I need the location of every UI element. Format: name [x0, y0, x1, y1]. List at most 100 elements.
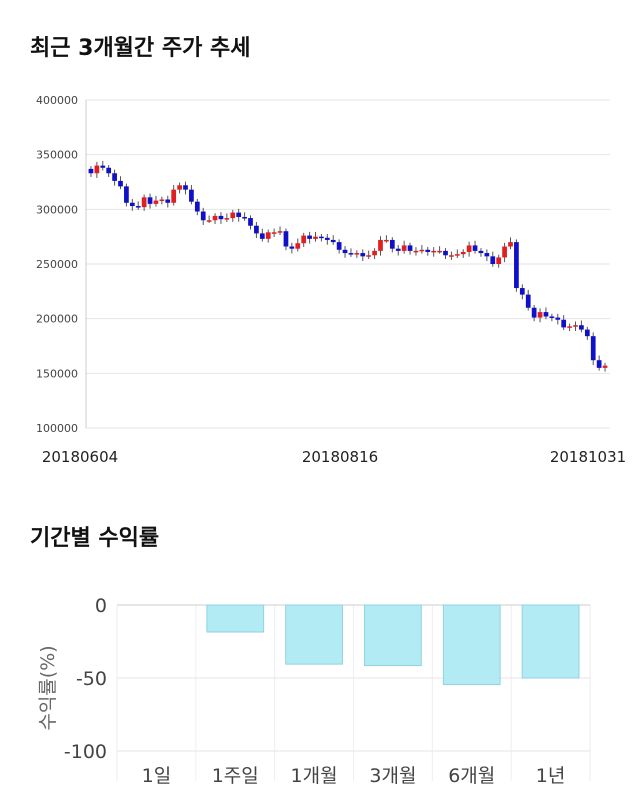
candle [242, 212, 247, 221]
returns-y-tick-label: -50 [76, 668, 107, 690]
candle [490, 251, 496, 267]
candle [342, 246, 348, 258]
candle [437, 246, 442, 254]
candle [124, 183, 129, 207]
candle [230, 209, 236, 222]
candle [236, 208, 242, 222]
stock-x-tick-label: 20181031 [550, 448, 626, 466]
candle [271, 228, 277, 237]
returns-title: 기간별 수익률 [30, 526, 160, 551]
candle [189, 184, 194, 205]
returns-x-tick-label: 3개월 [369, 765, 416, 787]
candle [171, 184, 177, 206]
candle [496, 254, 502, 268]
candle [567, 323, 572, 332]
candle [183, 181, 188, 195]
candle [484, 249, 490, 262]
candle [466, 241, 472, 257]
candle [200, 207, 206, 225]
returns-bar [285, 604, 343, 665]
returns-x-tick-label: 1주일 [212, 765, 259, 787]
candle [259, 228, 265, 242]
candle [218, 212, 224, 224]
stock-y-tick-label: 400000 [36, 94, 78, 107]
candle [384, 235, 389, 243]
candle [425, 247, 431, 256]
candle [106, 165, 112, 177]
candle [354, 250, 360, 258]
candle [431, 247, 437, 257]
candle [129, 199, 135, 211]
returns-bar [521, 604, 580, 679]
returns-bar [364, 604, 422, 667]
candle [443, 248, 448, 259]
candle [366, 250, 372, 260]
stock-y-tick-label: 250000 [36, 258, 78, 271]
candle [135, 201, 141, 210]
candle [118, 176, 123, 190]
candle [395, 244, 401, 256]
candle [555, 313, 561, 325]
candle [502, 242, 507, 263]
candle [372, 248, 377, 259]
candle [277, 226, 283, 236]
candle [283, 228, 289, 251]
candle [407, 242, 413, 255]
stock-x-tick-label: 20180604 [42, 448, 118, 466]
candle [307, 231, 312, 244]
candle [596, 355, 602, 371]
returns-x-tick-label: 6개월 [448, 765, 495, 787]
candle [454, 249, 460, 258]
candle [336, 239, 342, 254]
candle [602, 362, 608, 372]
returns-x-tick-label: 1일 [142, 765, 172, 787]
returns-bar [206, 604, 265, 633]
stock-y-tick-label: 200000 [36, 313, 78, 326]
candle [579, 320, 584, 333]
candle [248, 215, 253, 230]
candle [301, 232, 307, 247]
stock-candlestick-chart: 400000 350000 300000 250000 200000 150000 1000… [36, 94, 626, 466]
candle [525, 289, 531, 311]
candle [206, 215, 212, 223]
stock-y-tick-label: 100000 [36, 422, 78, 435]
candle [141, 194, 147, 211]
stock-y-tick-label: 350000 [36, 149, 78, 162]
candle [330, 235, 336, 245]
candle [478, 248, 484, 257]
returns-x-tick-label: 1개월 [291, 765, 338, 787]
candle [265, 229, 271, 243]
candle [584, 326, 590, 340]
candle [319, 233, 324, 242]
candle [537, 308, 543, 323]
candle [159, 196, 165, 205]
candle [389, 237, 395, 253]
candle [531, 305, 537, 322]
candle [88, 166, 94, 177]
candle [514, 239, 519, 292]
candle [401, 240, 407, 254]
returns-y-axis-title: 수익률(%) [37, 645, 59, 730]
candle [94, 161, 100, 178]
candle [573, 321, 578, 332]
stock-y-tick-label: 150000 [36, 367, 78, 380]
candle [508, 237, 513, 250]
candle [289, 242, 295, 254]
stock-x-tick-label: 20180816 [302, 448, 378, 466]
candle [378, 236, 383, 256]
candle [360, 249, 366, 262]
stock-y-tick-label: 300000 [36, 203, 78, 216]
candle [419, 245, 425, 254]
candle [549, 313, 555, 322]
candle [194, 198, 200, 216]
candle [100, 160, 106, 171]
candle [295, 238, 301, 252]
candle [147, 193, 153, 209]
candle [177, 182, 182, 194]
stock-trend-title: 최근 3개월간 주가 추세 [30, 36, 251, 61]
candle [348, 248, 354, 257]
returns-bar [442, 604, 501, 686]
candle [543, 307, 549, 320]
candle [254, 222, 259, 239]
returns-y-tick-label: -100 [64, 741, 107, 763]
